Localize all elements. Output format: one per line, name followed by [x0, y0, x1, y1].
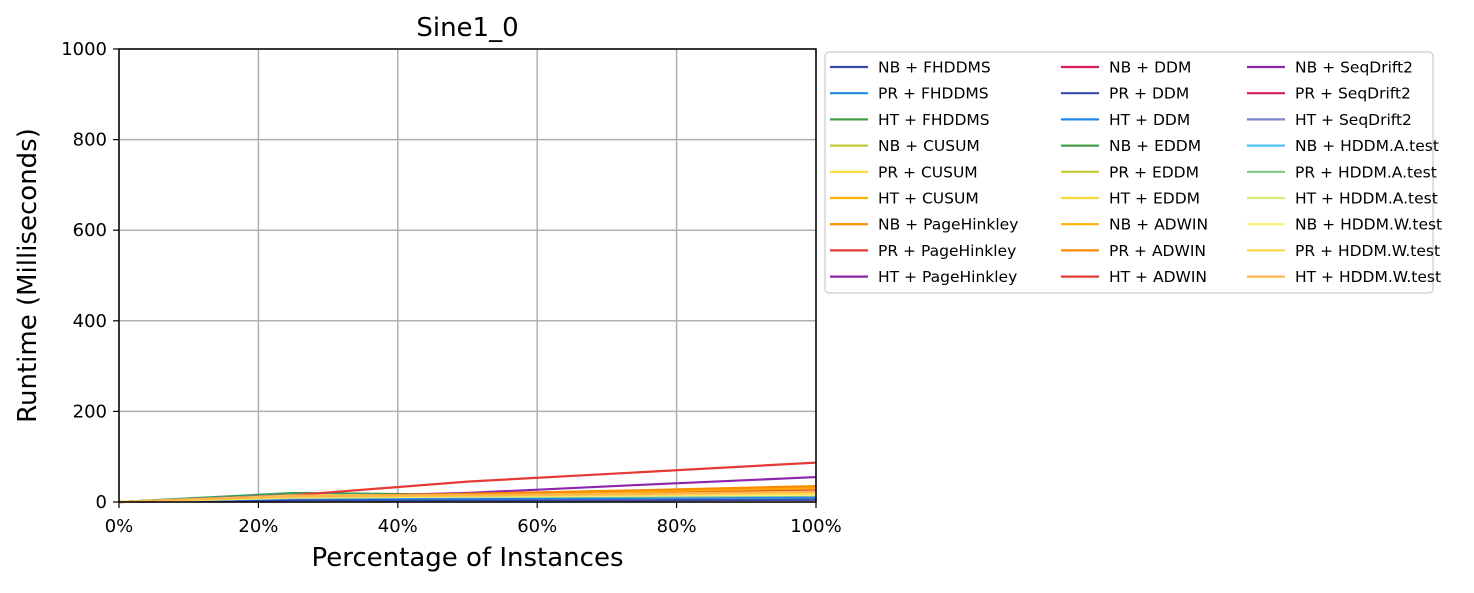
series-lines: [118, 461, 817, 504]
axis-ticks: 0% 20% 40% 60% 80% 100% 0 200 400 600 800 1000: [61, 39, 842, 537]
x-tick-label: 60%: [517, 516, 557, 537]
legend-label: HT + PageHinkley: [878, 268, 1017, 286]
legend-label: PR + HDDM.A.test: [1295, 163, 1437, 181]
legend-label: NB + DDM: [1109, 59, 1191, 77]
series-line: [118, 490, 817, 504]
legend-label: HT + EDDM: [1109, 190, 1200, 208]
legend-label: NB + FHDDMS: [878, 59, 991, 77]
legend-label: HT + SeqDrift2: [1295, 111, 1412, 129]
legend-label: PR + FHDDMS: [878, 85, 989, 103]
legend-label: NB + PageHinkley: [878, 216, 1018, 234]
legend-label: PR + CUSUM: [878, 163, 978, 181]
y-tick-label: 600: [73, 220, 107, 241]
plot-frame: [118, 48, 817, 503]
chart-title: Sine1_0: [416, 13, 518, 43]
legend-label: NB + ADWIN: [1109, 216, 1208, 234]
y-tick-label: 200: [73, 401, 107, 422]
legend-label: PR + ADWIN: [1109, 242, 1206, 260]
legend-label: HT + DDM: [1109, 111, 1190, 129]
legend-label: PR + HDDM.W.test: [1295, 242, 1440, 260]
legend-box: [824, 51, 1434, 294]
x-tick-label: 20%: [238, 516, 278, 537]
x-tick-label: 100%: [790, 516, 841, 537]
y-tick-label: 400: [73, 311, 107, 332]
y-tick-label: 0: [96, 492, 107, 513]
legend-label: HT + ADWIN: [1109, 268, 1207, 286]
x-axis-label: Percentage of Instances: [312, 543, 624, 573]
y-tick-label: 1000: [61, 39, 107, 60]
y-axis-label: Runtime (Milliseconds): [13, 128, 43, 423]
legend-label: NB + SeqDrift2: [1295, 59, 1413, 77]
legend-label: NB + EDDM: [1109, 137, 1201, 155]
y-tick-label: 800: [73, 130, 107, 151]
legend-label: PR + PageHinkley: [878, 242, 1016, 260]
legend-label: PR + DDM: [1109, 85, 1189, 103]
legend-label: HT + HDDM.A.test: [1295, 190, 1438, 208]
legend-label: HT + CUSUM: [878, 190, 979, 208]
legend: NB + FHDDMS PR + FHDDMS HT + FHDDMS NB + CU…: [824, 51, 1442, 294]
legend-label: NB + HDDM.A.test: [1295, 137, 1439, 155]
x-tick-label: 0%: [105, 516, 134, 537]
legend-label: HT + FHDDMS: [878, 111, 990, 129]
grid: [118, 48, 817, 503]
legend-label: NB + CUSUM: [878, 137, 980, 155]
legend-label: HT + HDDM.W.test: [1295, 268, 1441, 286]
series-line: [118, 498, 817, 504]
x-tick-label: 80%: [657, 516, 697, 537]
legend-label: PR + SeqDrift2: [1295, 85, 1411, 103]
legend-label: NB + HDDM.W.test: [1295, 216, 1442, 234]
x-tick-label: 40%: [378, 516, 418, 537]
legend-label: PR + EDDM: [1109, 163, 1199, 181]
